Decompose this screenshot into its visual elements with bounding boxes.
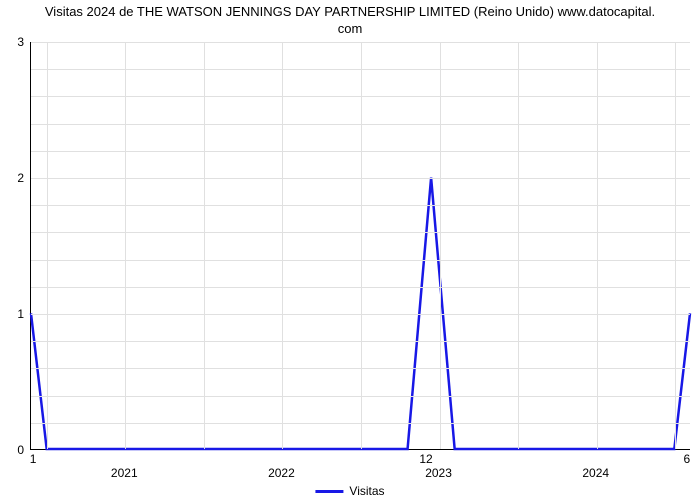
y-tick-label: 1 xyxy=(17,307,24,321)
legend: Visitas xyxy=(315,484,384,498)
chart-title: Visitas 2024 de THE WATSON JENNINGS DAY … xyxy=(0,4,700,38)
x-tick-label: 2024 xyxy=(582,466,609,480)
y-tick-label: 0 xyxy=(17,443,24,457)
legend-swatch xyxy=(315,490,343,493)
y-tick-label: 2 xyxy=(17,171,24,185)
y-tick-label: 3 xyxy=(17,35,24,49)
grid-line-v xyxy=(597,42,598,449)
plot-area xyxy=(30,42,690,450)
x-extra-label: 6 xyxy=(684,452,691,466)
x-tick-label: 2023 xyxy=(425,466,452,480)
grid-line-v xyxy=(125,42,126,449)
grid-line-v-minor xyxy=(361,42,362,449)
x-tick-label: 2021 xyxy=(111,466,138,480)
grid-line-v xyxy=(282,42,283,449)
legend-label: Visitas xyxy=(349,484,384,498)
chart-title-line1: Visitas 2024 de THE WATSON JENNINGS DAY … xyxy=(45,4,655,19)
grid-line-v-minor xyxy=(675,42,676,449)
grid-line-v-minor xyxy=(47,42,48,449)
chart-container: Visitas 2024 de THE WATSON JENNINGS DAY … xyxy=(0,0,700,500)
chart-title-line2: com xyxy=(338,21,363,36)
grid-line-v-minor xyxy=(518,42,519,449)
x-extra-label: 12 xyxy=(419,452,432,466)
x-extra-label: 1 xyxy=(30,452,37,466)
grid-line-v xyxy=(440,42,441,449)
grid-line-v-minor xyxy=(204,42,205,449)
x-tick-label: 2022 xyxy=(268,466,295,480)
